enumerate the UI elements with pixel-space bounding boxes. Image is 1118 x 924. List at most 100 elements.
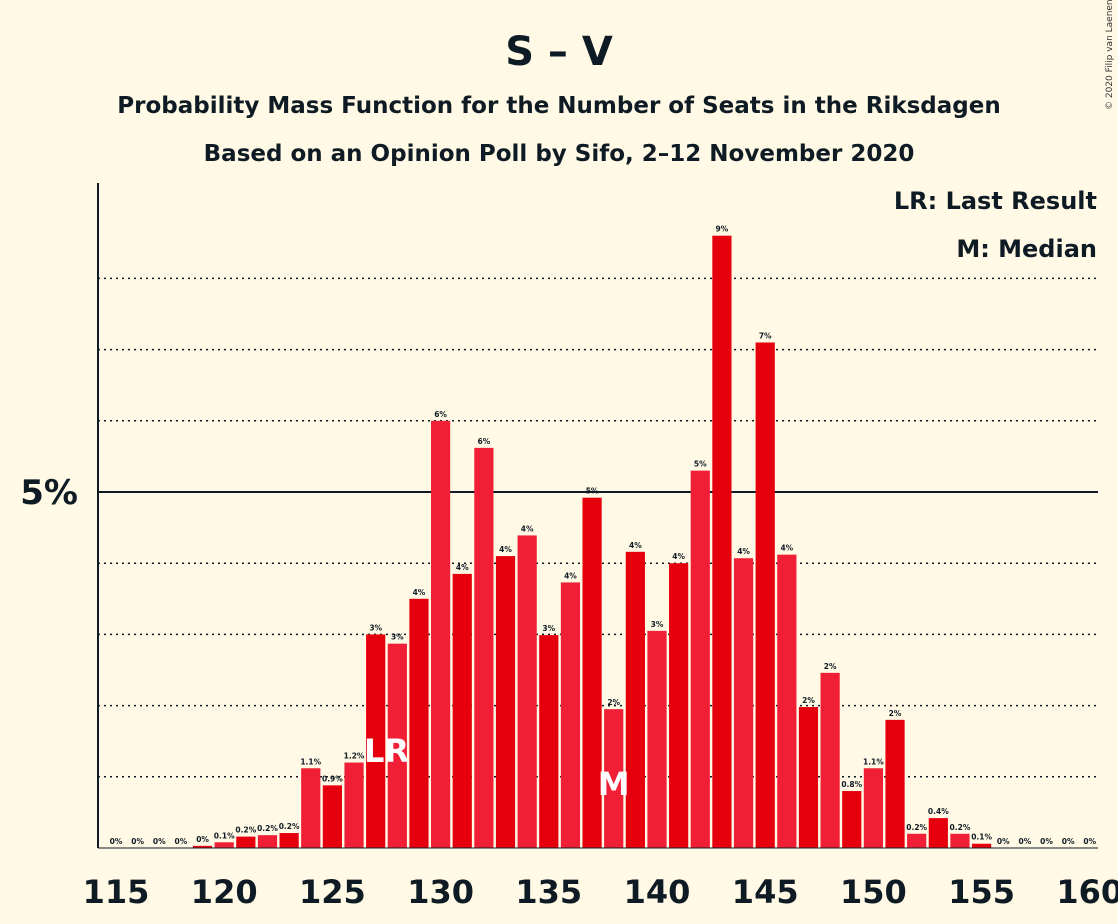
bar-label-seat-122: 0.2% [257, 824, 278, 833]
bar-seat-126 [344, 762, 364, 848]
bar-label-seat-147: 2% [802, 696, 815, 705]
x-tick-125: 125 [299, 873, 366, 911]
bar-label-seat-146: 4% [780, 544, 793, 553]
bar-seat-145 [755, 342, 775, 848]
bar-seat-122 [257, 835, 278, 848]
bar-label-seat-125: 0.9% [322, 774, 343, 783]
bar-label-seat-116: 0% [131, 837, 144, 846]
bar-label-seat-130: 6% [434, 410, 447, 419]
bar-seat-150 [863, 768, 883, 848]
bar-label-seat-128: 3% [391, 633, 404, 642]
bar-seat-133 [495, 556, 516, 848]
bar-label-seat-139: 4% [629, 541, 642, 550]
bar-label-seat-120: 0.1% [214, 831, 235, 840]
bar-label-seat-127: 3% [369, 623, 382, 632]
bar-seat-125 [322, 785, 342, 848]
bar-label-seat-153: 0.4% [928, 807, 949, 816]
x-tick-145: 145 [732, 873, 799, 911]
bar-label-seat-133: 4% [499, 545, 512, 554]
bar-seat-152 [907, 833, 927, 848]
bar-seat-119 [192, 845, 213, 848]
bar-label-seat-144: 4% [737, 547, 750, 556]
bar-seat-149 [842, 791, 862, 848]
bar-seat-128 [387, 643, 407, 848]
chart-subtitle-poll: Based on an Opinion Poll by Sifo, 2–12 N… [204, 141, 915, 167]
bar-label-seat-142: 5% [694, 460, 707, 469]
x-tick-135: 135 [515, 873, 582, 911]
bar-label-seat-151: 2% [889, 709, 902, 718]
bar-seat-147 [798, 707, 819, 848]
bar-seat-129 [409, 598, 429, 848]
bar-label-seat-124: 1.1% [300, 757, 321, 766]
bar-seat-127 [366, 634, 386, 848]
legend-last-result: LR: Last Result [894, 187, 1097, 215]
bar-label-seat-134: 4% [521, 524, 534, 533]
bar-label-seat-123: 0.2% [279, 822, 300, 831]
bar-label-seat-150: 1.1% [863, 757, 884, 766]
bar-seat-148 [820, 672, 840, 848]
bar-labels: 0% 0% 0% 0% 0% 0.1%0.2% 0.2% 0.2%1.1%0.9%1.2%3%… [110, 225, 1097, 846]
x-tick-115: 115 [83, 873, 150, 911]
x-tick-120: 120 [191, 873, 258, 911]
bar-seat-137 [582, 497, 602, 848]
bar-label-seat-156: 0% [997, 837, 1010, 846]
x-tick-155: 155 [948, 873, 1015, 911]
copyright-notice: © 2020 Filip van Laenen [1105, 0, 1115, 110]
bar-label-seat-155: 0.1% [971, 833, 992, 842]
bar-seat-132 [474, 447, 494, 848]
chart-title: S – V [505, 29, 613, 75]
bar-seat-131 [452, 573, 472, 848]
bar-label-seat-129: 4% [413, 588, 426, 597]
bar-label-seat-149: 0.8% [841, 780, 862, 789]
y-tick-label: 5% [20, 473, 78, 513]
bar-seat-140 [647, 630, 667, 848]
bar-label-seat-148: 2% [824, 662, 837, 671]
bar-seat-124 [301, 768, 321, 848]
bar-seat-138 [604, 709, 624, 848]
chart-subtitle: Probability Mass Function for the Number… [117, 93, 1000, 119]
bar-label-seat-126: 1.2% [344, 752, 365, 761]
bar-label-seat-145: 7% [759, 331, 772, 340]
bar-seat-121 [236, 836, 256, 848]
bar-label-seat-131: 4% [456, 563, 469, 572]
bar-seat-151 [885, 719, 905, 848]
bars [192, 235, 992, 848]
x-tick-130: 130 [407, 873, 474, 911]
median-marker: M [598, 765, 630, 803]
bar-seat-120 [214, 842, 234, 848]
bar-seat-135 [539, 635, 559, 848]
bar-label-seat-115: 0% [110, 837, 123, 846]
bar-seat-142 [690, 470, 710, 848]
last-result-marker: LR [364, 732, 409, 770]
bar-label-seat-135: 3% [542, 624, 555, 633]
bar-seat-154 [950, 833, 970, 848]
bar-label-seat-158: 0% [1040, 837, 1053, 846]
legend-median: M: Median [956, 235, 1097, 263]
bar-seat-153 [928, 818, 948, 848]
bar-label-seat-143: 9% [716, 225, 729, 234]
x-tick-labels: 115 120 125 130 135 140 145 150 155 160 [83, 873, 1118, 911]
bar-seat-146 [777, 554, 797, 848]
bar-label-seat-138: 2% [607, 698, 620, 707]
bar-label-seat-121: 0.2% [235, 826, 256, 835]
bar-label-seat-140: 3% [651, 620, 664, 629]
bar-label-seat-157: 0% [1019, 837, 1032, 846]
bar-label-seat-117: 0% [153, 837, 166, 846]
markers: LR M [364, 732, 630, 803]
bar-seat-136 [560, 582, 581, 848]
x-tick-150: 150 [840, 873, 907, 911]
bar-seat-130 [431, 420, 451, 848]
bar-label-seat-118: 0% [175, 837, 188, 846]
bar-seat-134 [517, 535, 537, 848]
x-tick-160: 160 [1056, 873, 1118, 911]
bar-label-seat-119: 0% [196, 835, 209, 844]
bar-label-seat-152: 0.2% [906, 823, 927, 832]
bar-label-seat-141: 4% [672, 552, 685, 561]
bar-label-seat-160: 0% [1083, 837, 1096, 846]
bar-label-seat-154: 0.2% [950, 823, 971, 832]
bar-seat-141 [669, 563, 689, 848]
bar-seat-123 [279, 833, 299, 848]
x-tick-140: 140 [624, 873, 691, 911]
bar-seat-144 [733, 558, 754, 848]
